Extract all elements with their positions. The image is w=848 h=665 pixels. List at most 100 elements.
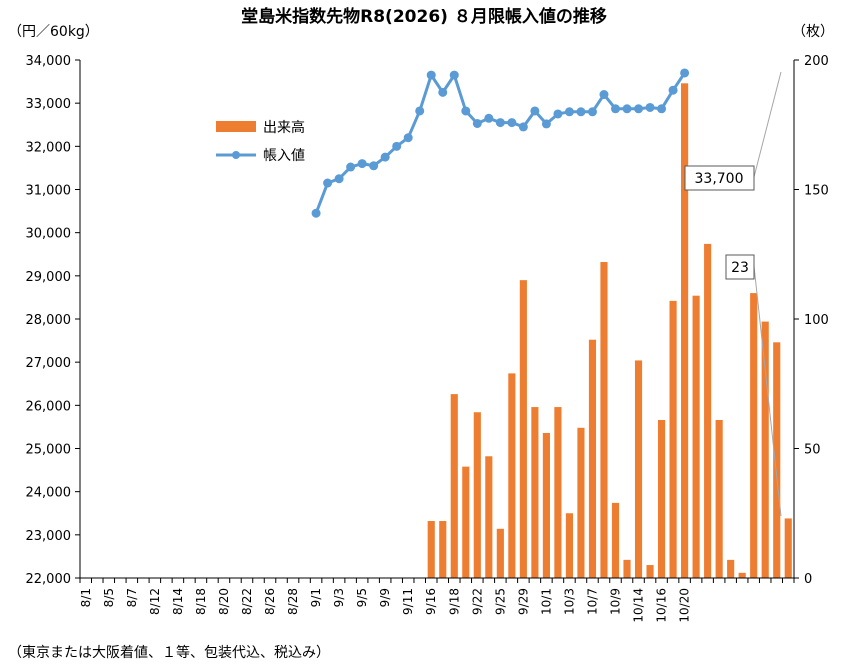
price-point <box>507 118 517 128</box>
legend-label-volume: 出来高 <box>263 119 305 136</box>
volume-bar <box>588 339 597 578</box>
volume-bar <box>669 300 677 578</box>
price-point <box>438 87 448 97</box>
price-point <box>576 107 586 117</box>
right-axis-ticks: 0 50 100 150 200 <box>794 54 829 587</box>
volume-bar <box>462 466 470 578</box>
left-axis-tick-label: 23,000 <box>26 529 72 544</box>
price-point <box>380 152 390 162</box>
left-axis-tick-label: 28,000 <box>26 313 72 328</box>
price-point <box>472 118 482 128</box>
volume-bar <box>577 427 585 578</box>
x-axis-tick-label: 9/16 <box>424 588 438 615</box>
x-axis-tick-label: 9/18 <box>447 588 461 615</box>
volume-bar <box>646 565 654 578</box>
volume-bar <box>634 360 643 578</box>
price-point <box>449 70 459 80</box>
volume-bar <box>773 342 781 578</box>
volume-bar <box>623 559 631 578</box>
volume-bars <box>427 83 792 578</box>
price-callout: 33,700 <box>684 71 782 191</box>
x-axis-tick-label: 9/3 <box>332 588 346 607</box>
x-axis-tick-label: 10/9 <box>609 588 623 615</box>
volume-bar <box>611 502 620 578</box>
volume-bar <box>738 572 746 578</box>
price-callout-box <box>684 165 755 191</box>
volume-bar <box>496 528 504 578</box>
volume-bar <box>692 295 700 578</box>
right-axis-tick-label: 150 <box>804 184 829 199</box>
right-axis-tick-label: 100 <box>804 313 829 328</box>
price-point <box>392 141 402 151</box>
price-callout-leader <box>753 71 782 178</box>
price-point <box>553 109 563 119</box>
legend-line-marker <box>232 151 240 159</box>
left-axis-tick-label: 32,000 <box>26 140 72 155</box>
x-axis-tick-label: 8/28 <box>286 588 300 615</box>
price-point <box>668 85 678 95</box>
volume-bar <box>473 412 481 578</box>
left-axis-tick-label: 26,000 <box>26 399 72 414</box>
price-point <box>564 107 574 117</box>
price-line-path <box>314 72 686 214</box>
volume-callout-label: 23 <box>731 260 749 276</box>
price-point <box>611 104 620 114</box>
volume-bar <box>600 262 608 578</box>
price-point <box>369 161 379 171</box>
x-axis-tick-label: 8/18 <box>194 588 208 615</box>
right-axis-tick-label: 0 <box>804 572 812 587</box>
volume-bar <box>715 420 723 578</box>
price-point <box>599 90 609 100</box>
x-axis-tick-label: 9/5 <box>355 588 369 607</box>
price-callout-label: 33,700 <box>695 171 744 187</box>
right-axis-unit: （枚） <box>792 24 834 40</box>
x-axis-tick-label: 10/14 <box>632 588 646 623</box>
volume-bar <box>565 513 574 578</box>
chart-title: 堂島米指数先物R8(2026) ８月限帳入値の推移 <box>241 6 607 27</box>
price-point <box>541 119 551 129</box>
left-axis-tick-label: 34,000 <box>26 54 72 69</box>
volume-bar <box>439 521 447 578</box>
price-point <box>334 174 344 184</box>
left-axis-ticks: 22,000 23,000 24,000 25,000 26,000 27,000 28,0… <box>26 54 80 587</box>
volume-bar <box>542 432 550 578</box>
volume-bar <box>681 83 689 578</box>
x-axis-tick-label: 10/16 <box>655 588 669 623</box>
left-axis-tick-label: 27,000 <box>26 356 72 371</box>
price-point <box>415 106 425 116</box>
x-axis-tick-label: 10/7 <box>585 588 599 615</box>
price-point <box>323 178 333 188</box>
price-point <box>622 104 632 114</box>
volume-bar <box>761 321 769 578</box>
x-axis-tick-label: 8/26 <box>263 588 277 615</box>
price-point <box>426 70 436 80</box>
x-axis-tick-label: 10/3 <box>562 588 576 615</box>
left-axis-unit: （円／60kg） <box>8 24 99 40</box>
legend-label-price: 帳入値 <box>263 148 305 164</box>
left-axis-tick-label: 25,000 <box>26 443 72 458</box>
volume-bar <box>750 293 758 578</box>
left-axis-tick-label: 22,000 <box>26 572 72 587</box>
left-axis-tick-label: 31,000 <box>26 184 72 199</box>
x-axis-tick-label: 8/1 <box>79 588 93 607</box>
price-point <box>403 133 413 143</box>
volume-bar <box>531 407 539 578</box>
price-point <box>634 104 644 114</box>
x-axis-tick-label: 8/14 <box>171 588 185 615</box>
price-point <box>495 118 505 128</box>
x-axis-tick-label: 9/25 <box>493 588 507 615</box>
volume-bar <box>727 559 735 578</box>
x-axis-ticks: 8/1 8/5 8/7 8/12 8/14 8/18 8/20 8/22 8/26 8/28 9/1… <box>79 578 795 623</box>
price-point <box>311 208 321 218</box>
volume-bar <box>519 280 527 578</box>
volume-callout-box <box>725 254 755 280</box>
volume-bar <box>657 420 666 578</box>
legend-bar-swatch <box>216 121 256 132</box>
x-axis-tick-label: 9/11 <box>401 588 415 615</box>
right-axis-tick-label: 50 <box>804 443 821 458</box>
price-point <box>346 162 356 172</box>
volume-callout: 23 <box>725 254 782 517</box>
legend: 出来高 帳入値 <box>216 119 305 164</box>
price-point <box>357 159 367 169</box>
